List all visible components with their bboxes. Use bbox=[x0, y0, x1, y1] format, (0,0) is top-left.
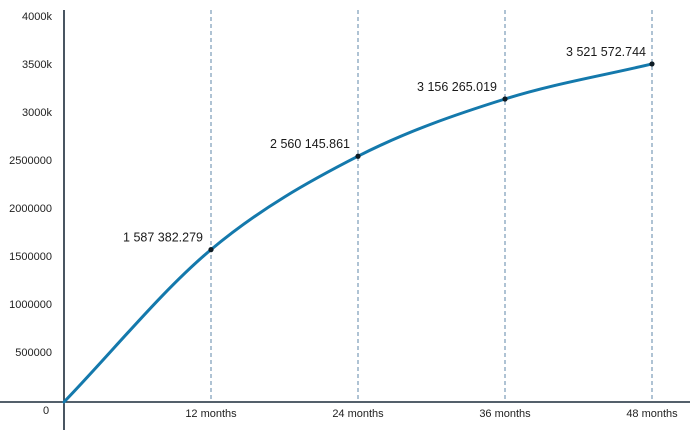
y-tick-label: 1000000 bbox=[9, 299, 52, 311]
x-tick-label: 48 months bbox=[626, 408, 678, 420]
y-tick-label: 2500000 bbox=[9, 155, 52, 167]
y-tick-label: 3500k bbox=[22, 59, 52, 71]
data-point bbox=[208, 247, 214, 253]
gridlines bbox=[210, 10, 653, 402]
data-point bbox=[355, 153, 361, 159]
origin-tick-label: 0 bbox=[43, 405, 49, 417]
x-tick-label: 24 months bbox=[332, 408, 384, 420]
x-tick-label: 12 months bbox=[185, 408, 237, 420]
data-points bbox=[208, 61, 655, 253]
labels: 500000 1000000 1500000 2000000 2500000 3000k 3… bbox=[9, 11, 678, 420]
series-line bbox=[62, 62, 654, 404]
data-label: 1 587 382.279 bbox=[123, 231, 203, 245]
y-tick-label: 4000k bbox=[22, 11, 52, 23]
data-point bbox=[649, 61, 655, 67]
data-label: 3 521 572.744 bbox=[566, 45, 646, 59]
y-tick-label: 2000000 bbox=[9, 203, 52, 215]
data-label: 3 156 265.019 bbox=[417, 80, 497, 94]
x-tick-label: 36 months bbox=[479, 408, 531, 420]
y-tick-label: 500000 bbox=[15, 347, 52, 359]
y-tick-label: 3000k bbox=[22, 107, 52, 119]
data-point bbox=[502, 96, 508, 102]
series bbox=[62, 62, 654, 404]
data-label: 2 560 145.861 bbox=[270, 137, 350, 151]
axes bbox=[0, 10, 690, 430]
y-tick-label: 1500000 bbox=[9, 251, 52, 263]
